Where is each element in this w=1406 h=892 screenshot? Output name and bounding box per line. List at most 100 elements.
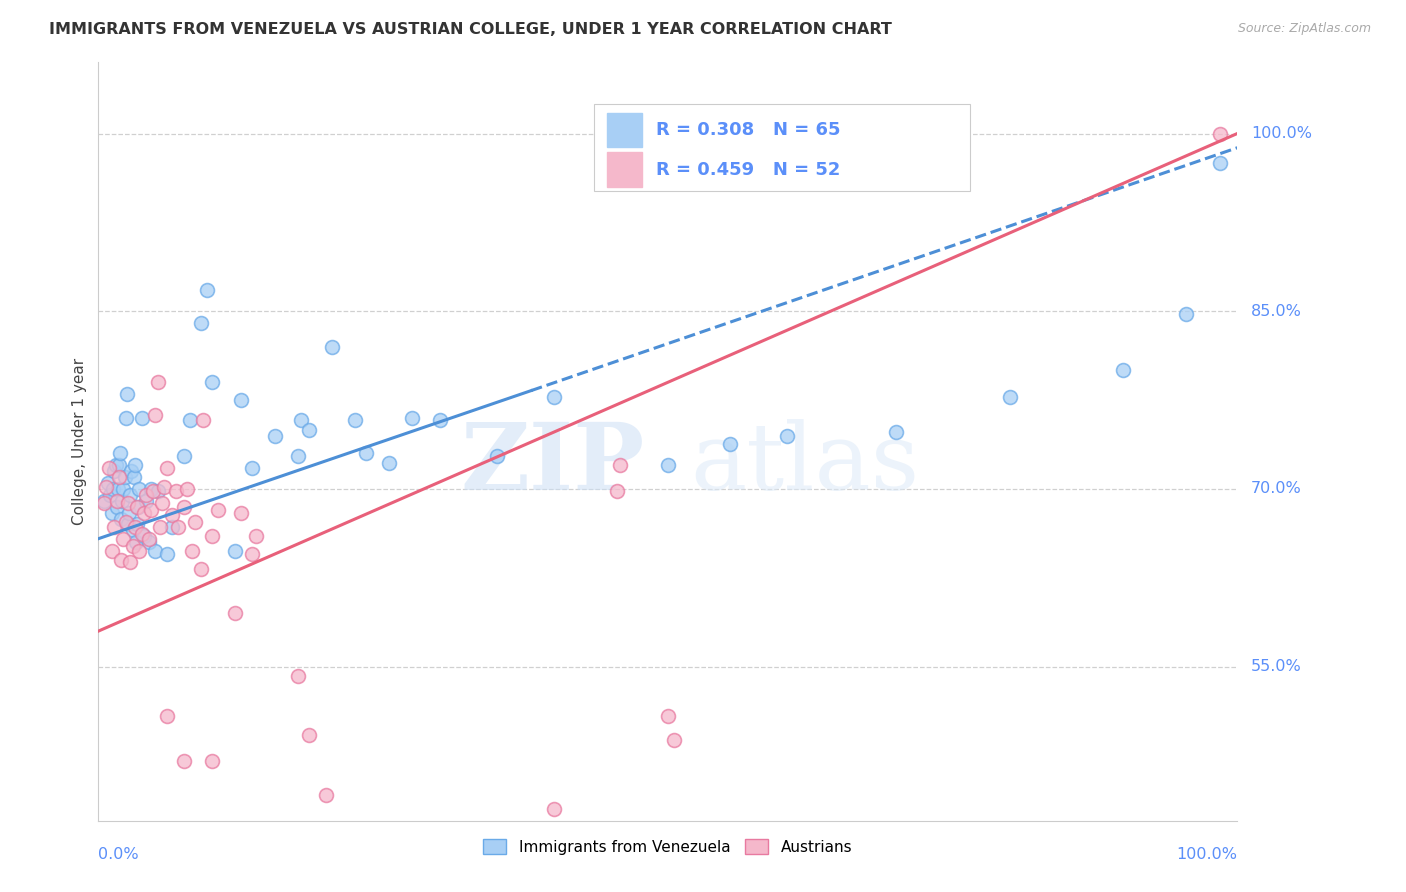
Point bbox=[179, 413, 201, 427]
Point bbox=[124, 458, 146, 473]
Point bbox=[101, 506, 124, 520]
Point bbox=[229, 393, 252, 408]
Point bbox=[139, 482, 162, 496]
Point bbox=[290, 413, 312, 427]
Point bbox=[117, 496, 139, 510]
Point bbox=[110, 511, 132, 525]
Y-axis label: College, Under 1 year: College, Under 1 year bbox=[72, 358, 87, 525]
Point bbox=[122, 470, 145, 484]
Point bbox=[207, 503, 229, 517]
Point bbox=[776, 428, 799, 442]
Point bbox=[125, 535, 148, 549]
Point bbox=[378, 456, 401, 470]
Point bbox=[108, 470, 131, 484]
Point bbox=[127, 500, 149, 514]
Text: atlas: atlas bbox=[690, 419, 920, 509]
Point bbox=[111, 493, 134, 508]
Point bbox=[298, 728, 321, 742]
Point bbox=[190, 316, 212, 330]
Point bbox=[1209, 156, 1232, 170]
Text: ZIP: ZIP bbox=[461, 419, 645, 509]
Point bbox=[173, 500, 195, 514]
Point bbox=[606, 484, 628, 499]
Point bbox=[138, 532, 160, 546]
Text: IMMIGRANTS FROM VENEZUELA VS AUSTRIAN COLLEGE, UNDER 1 YEAR CORRELATION CHART: IMMIGRANTS FROM VENEZUELA VS AUSTRIAN CO… bbox=[49, 22, 891, 37]
Point bbox=[139, 503, 162, 517]
Text: 100.0%: 100.0% bbox=[1251, 126, 1312, 141]
Point bbox=[120, 488, 142, 502]
Point bbox=[135, 488, 157, 502]
Point bbox=[156, 709, 179, 723]
Point bbox=[93, 496, 115, 510]
Point bbox=[173, 449, 195, 463]
Point bbox=[884, 425, 907, 439]
Point bbox=[195, 283, 218, 297]
Text: R = 0.308   N = 65: R = 0.308 N = 65 bbox=[657, 121, 841, 139]
Point bbox=[101, 543, 124, 558]
Point bbox=[108, 458, 131, 473]
Point bbox=[720, 437, 742, 451]
Point bbox=[145, 543, 167, 558]
Point bbox=[120, 464, 142, 478]
Point bbox=[146, 484, 169, 499]
Point bbox=[321, 340, 343, 354]
Point bbox=[156, 460, 179, 475]
Point bbox=[543, 802, 565, 816]
Point bbox=[180, 543, 202, 558]
Point bbox=[121, 539, 143, 553]
Point bbox=[107, 482, 129, 496]
Point bbox=[162, 520, 184, 534]
Point bbox=[127, 517, 149, 532]
Point bbox=[142, 484, 165, 499]
Point bbox=[315, 788, 337, 802]
Point bbox=[657, 458, 679, 473]
Point bbox=[287, 449, 309, 463]
Point bbox=[127, 500, 149, 514]
Point bbox=[110, 553, 132, 567]
Point bbox=[135, 493, 157, 508]
Point bbox=[1209, 127, 1232, 141]
Point bbox=[132, 529, 155, 543]
Point bbox=[128, 482, 150, 496]
Point bbox=[98, 488, 121, 502]
Point bbox=[103, 520, 125, 534]
Point bbox=[103, 482, 125, 496]
Point bbox=[998, 390, 1021, 404]
Point bbox=[114, 410, 136, 425]
Point bbox=[240, 547, 263, 561]
Point bbox=[193, 413, 215, 427]
Point bbox=[173, 755, 195, 769]
Point bbox=[146, 376, 169, 390]
Point bbox=[662, 733, 685, 747]
Text: 85.0%: 85.0% bbox=[1251, 303, 1302, 318]
Point bbox=[105, 493, 128, 508]
FancyBboxPatch shape bbox=[593, 104, 970, 191]
Point bbox=[245, 529, 267, 543]
Point bbox=[1175, 307, 1198, 321]
Point bbox=[112, 482, 135, 496]
Point bbox=[150, 496, 173, 510]
Point bbox=[118, 506, 141, 520]
Point bbox=[156, 547, 179, 561]
Point bbox=[108, 446, 131, 460]
Point bbox=[401, 410, 423, 425]
Point bbox=[115, 387, 138, 401]
Point bbox=[124, 520, 146, 534]
Point bbox=[132, 506, 155, 520]
Point bbox=[162, 508, 184, 522]
Point bbox=[128, 543, 150, 558]
Point bbox=[201, 376, 224, 390]
Point bbox=[229, 506, 252, 520]
Point bbox=[120, 555, 142, 569]
Point bbox=[184, 515, 207, 529]
Point bbox=[104, 458, 127, 473]
Text: 55.0%: 55.0% bbox=[1251, 659, 1302, 674]
Point bbox=[354, 446, 377, 460]
Point bbox=[298, 423, 321, 437]
Point bbox=[112, 532, 135, 546]
Point bbox=[149, 520, 172, 534]
Point bbox=[138, 535, 160, 549]
Point bbox=[609, 458, 631, 473]
Point bbox=[1112, 363, 1135, 377]
Point bbox=[486, 449, 509, 463]
